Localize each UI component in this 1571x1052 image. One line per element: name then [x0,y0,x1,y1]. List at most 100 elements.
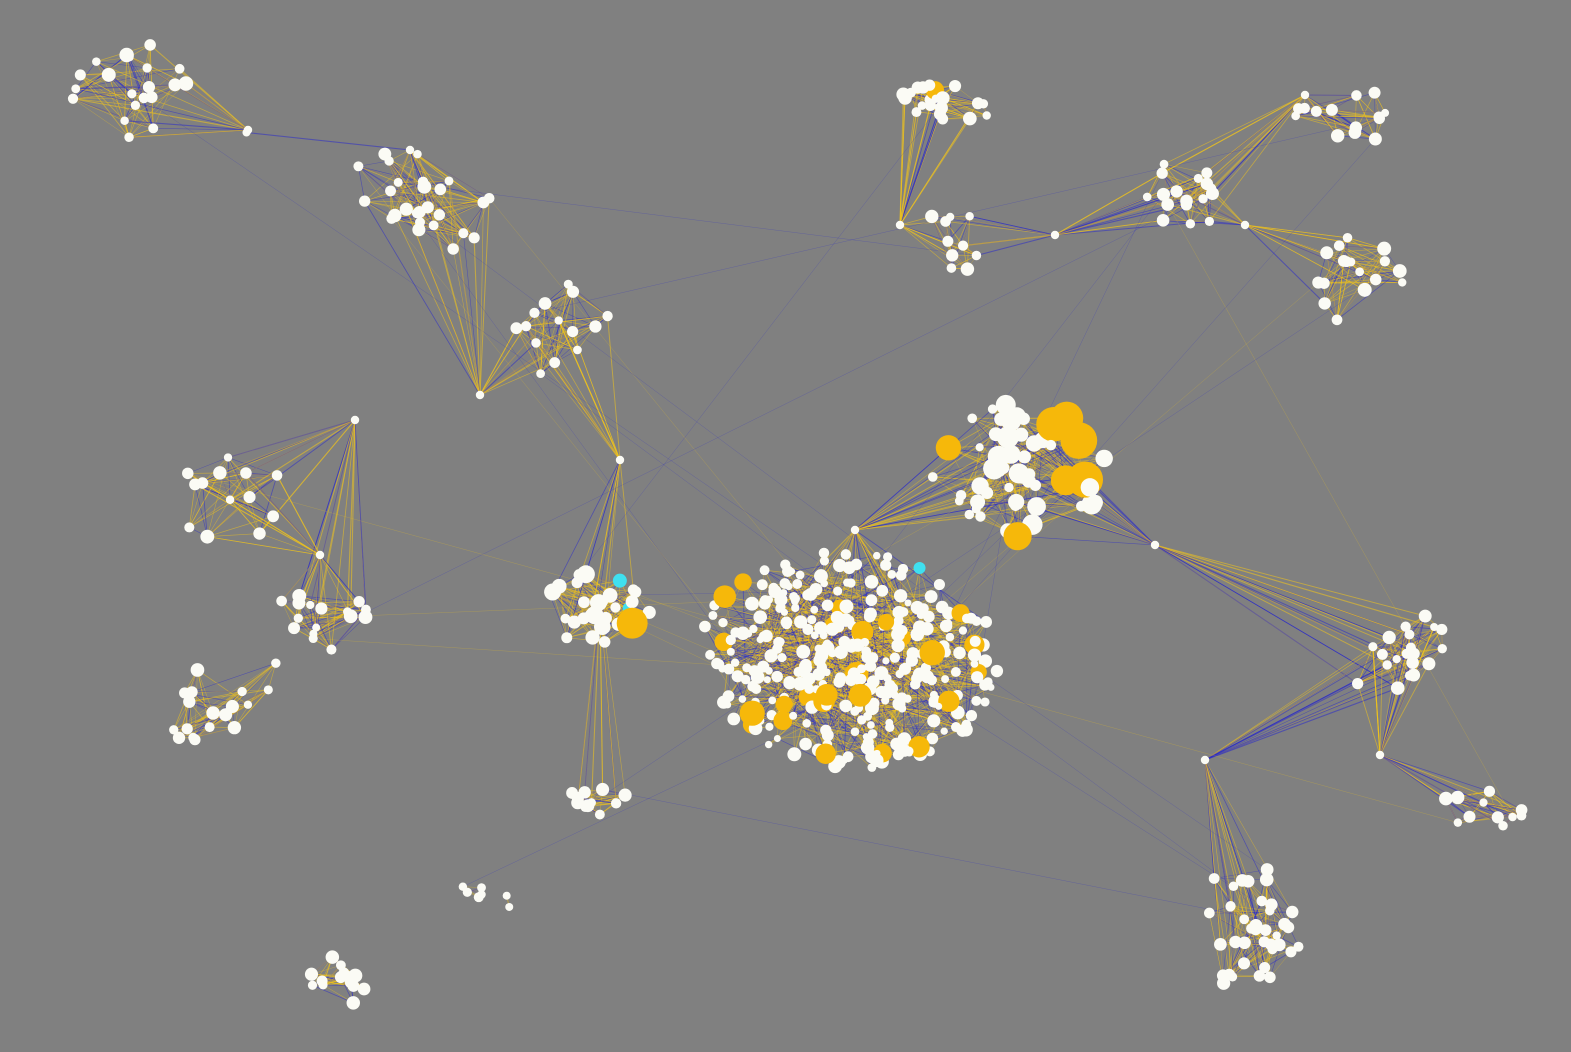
graph-node[interactable] [1205,217,1214,226]
graph-node[interactable] [554,316,562,324]
graph-node[interactable] [887,570,896,579]
graph-node[interactable] [745,597,759,611]
graph-node[interactable] [476,391,484,399]
graph-node[interactable] [458,228,468,238]
graph-node[interactable] [359,195,370,206]
graph-node[interactable] [991,665,1003,677]
graph-node[interactable] [804,588,817,601]
graph-node[interactable] [870,754,883,767]
highlighted-gold-node[interactable] [878,614,894,630]
graph-node[interactable] [891,628,905,642]
graph-node[interactable] [989,427,1003,441]
graph-node[interactable] [572,577,583,588]
graph-node[interactable] [213,466,226,479]
graph-node[interactable] [953,647,966,660]
graph-node[interactable] [1383,631,1396,644]
graph-node[interactable] [131,101,140,110]
graph-node[interactable] [191,663,205,677]
graph-node[interactable] [876,585,888,597]
graph-node[interactable] [1026,435,1042,451]
graph-node[interactable] [768,696,776,704]
graph-node[interactable] [578,596,590,608]
graph-node[interactable] [1498,821,1507,830]
graph-node[interactable] [799,662,807,670]
graph-node[interactable] [1261,863,1274,876]
graph-node[interactable] [571,796,584,809]
graph-node[interactable] [1143,193,1152,202]
graph-node[interactable] [413,150,422,159]
highlighted-gold-node[interactable] [734,573,751,590]
graph-node[interactable] [567,326,578,337]
graph-node[interactable] [885,719,893,727]
graph-node[interactable] [1370,274,1382,286]
graph-node[interactable] [175,64,185,74]
graph-node[interactable] [992,450,1003,461]
graph-node[interactable] [589,320,601,332]
graph-node[interactable] [723,690,735,702]
graph-node[interactable] [1201,756,1209,764]
graph-node[interactable] [708,611,717,620]
graph-node[interactable] [898,564,908,574]
graph-node[interactable] [780,560,790,570]
graph-node[interactable] [814,569,828,583]
graph-node[interactable] [1516,804,1528,816]
graph-node[interactable] [1377,649,1388,660]
graph-node[interactable] [139,93,150,104]
graph-node[interactable] [823,640,832,649]
graph-node[interactable] [966,710,977,721]
graph-node[interactable] [802,719,811,728]
highlighted-gold-node[interactable] [1003,522,1031,550]
graph-node[interactable] [1046,440,1057,451]
graph-node[interactable] [904,599,911,606]
graph-node[interactable] [980,616,992,628]
graph-node[interactable] [477,197,489,209]
graph-node[interactable] [711,658,722,669]
graph-node[interactable] [1350,121,1362,133]
graph-node[interactable] [864,611,876,623]
graph-node[interactable] [587,798,596,807]
graph-node[interactable] [294,614,303,623]
graph-node[interactable] [936,601,949,614]
graph-node[interactable] [610,602,620,612]
graph-node[interactable] [292,597,305,610]
graph-node[interactable] [1014,428,1028,442]
graph-node[interactable] [503,892,511,900]
graph-node[interactable] [445,177,454,186]
graph-node[interactable] [1027,497,1046,516]
graph-node[interactable] [1051,231,1059,239]
highlighted-gold-node[interactable] [919,640,944,665]
highlighted-gold-node[interactable] [849,684,872,707]
graph-node[interactable] [882,657,889,664]
graph-node[interactable] [951,722,960,731]
graph-node[interactable] [1377,242,1391,256]
graph-node[interactable] [1393,655,1401,663]
graph-node[interactable] [863,733,870,740]
graph-node[interactable] [616,456,624,464]
graph-node[interactable] [890,653,900,663]
graph-node[interactable] [568,615,581,628]
graph-node[interactable] [1273,939,1286,952]
graph-node[interactable] [833,621,844,632]
graph-node[interactable] [822,599,834,611]
graph-node[interactable] [935,703,942,710]
graph-node[interactable] [851,559,862,570]
graph-node[interactable] [1259,936,1270,947]
graph-node[interactable] [200,530,214,544]
graph-node[interactable] [1241,221,1249,229]
graph-node[interactable] [896,87,910,101]
graph-node[interactable] [596,783,609,796]
graph-node[interactable] [422,201,434,213]
graph-node[interactable] [1204,908,1215,919]
graph-node[interactable] [1286,906,1298,918]
graph-node[interactable] [521,321,531,331]
network-graph-svg[interactable] [0,0,1571,1052]
graph-node[interactable] [1002,445,1021,464]
graph-node[interactable] [961,262,974,275]
graph-node[interactable] [928,472,938,482]
graph-node[interactable] [1301,91,1309,99]
graph-node[interactable] [75,69,86,80]
graph-node[interactable] [531,338,541,348]
graph-node[interactable] [628,584,639,595]
graph-node[interactable] [429,220,439,230]
graph-node[interactable] [243,491,255,503]
